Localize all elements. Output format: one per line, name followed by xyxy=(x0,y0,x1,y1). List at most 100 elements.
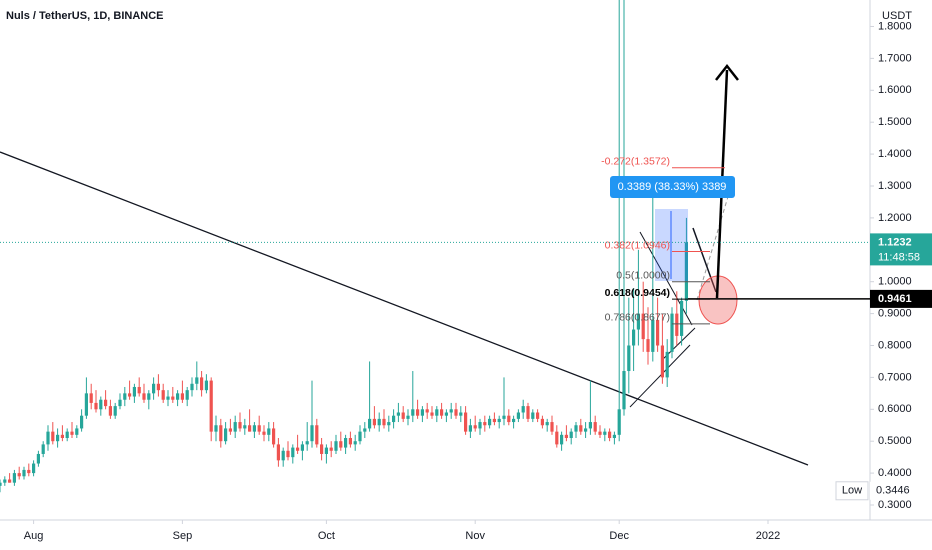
chart-title: Nuls / TetherUS, 1D, BINANCE xyxy=(6,10,164,22)
x-tick-label: Sep xyxy=(173,530,193,542)
candle-body xyxy=(276,444,280,461)
candle-body xyxy=(444,412,448,416)
candle-body xyxy=(243,425,247,429)
candle-body xyxy=(670,313,674,352)
candle-body xyxy=(372,418,376,426)
candle-body xyxy=(478,422,482,429)
y-tick-label: 1.6000 xyxy=(878,84,912,96)
x-tick-label: Aug xyxy=(24,530,44,542)
candle-body xyxy=(550,422,554,432)
candle-body xyxy=(540,418,544,426)
y-tick-label: 1.3000 xyxy=(878,180,912,192)
candle-body xyxy=(315,425,319,445)
candle-body xyxy=(473,425,477,429)
candle-body xyxy=(166,396,170,400)
x-tick-label: Dec xyxy=(609,530,629,542)
candle-body xyxy=(272,428,276,445)
candle-body xyxy=(161,390,165,400)
candle-body xyxy=(430,412,434,416)
candle-body xyxy=(185,390,189,400)
candle-body xyxy=(3,479,7,483)
candle-body xyxy=(521,406,525,413)
y-tick-label: 1.8000 xyxy=(878,20,912,32)
candle-body xyxy=(228,428,232,432)
fib-label: 0.5(1.0000) xyxy=(616,269,670,281)
candle-body xyxy=(281,450,285,461)
y-tick-label: 0.8000 xyxy=(878,339,912,351)
candle-body xyxy=(248,425,252,432)
candle-body xyxy=(584,428,588,432)
candle-body xyxy=(435,409,439,416)
candle-body xyxy=(334,441,338,451)
candle-body xyxy=(46,431,50,445)
candle-body xyxy=(339,441,343,448)
candle-body xyxy=(612,434,616,439)
candle-body xyxy=(12,473,16,483)
last-price-label: 1.1232 xyxy=(878,236,912,248)
candle-body xyxy=(262,431,266,435)
candle-body xyxy=(545,422,549,426)
candle-body xyxy=(632,329,636,346)
candle-body xyxy=(310,425,314,442)
candle-body xyxy=(75,428,79,435)
low-label: Low xyxy=(842,485,862,497)
candle-body xyxy=(411,409,415,416)
measure-label: 0.3389 (38.33%) 3389 xyxy=(618,181,727,193)
candle-body xyxy=(41,444,45,454)
candle-body xyxy=(118,399,122,407)
candle-body xyxy=(516,412,520,419)
candle-body xyxy=(608,431,612,439)
candle-body xyxy=(238,422,242,429)
candle-body xyxy=(526,406,530,419)
candle-body xyxy=(344,438,348,448)
candle-body xyxy=(0,482,2,486)
candle-body xyxy=(152,383,156,394)
candle-body xyxy=(200,377,204,391)
countdown: 11:48:58 xyxy=(878,251,920,263)
candle-body xyxy=(392,415,396,423)
candle-body xyxy=(483,422,487,426)
level-badge-label: 0.9461 xyxy=(878,293,912,305)
candle-body xyxy=(579,425,583,432)
candle-body xyxy=(507,415,511,423)
last-price-badge xyxy=(870,233,932,266)
candle-body xyxy=(622,371,626,410)
candle-body xyxy=(636,313,640,330)
candle-body xyxy=(113,406,117,416)
low-badge xyxy=(870,481,932,500)
candle-body xyxy=(22,469,26,477)
candle-body xyxy=(454,409,458,416)
candle-body xyxy=(80,415,84,429)
x-tick-label: Oct xyxy=(318,530,335,542)
candle-body xyxy=(368,418,372,429)
candle-body xyxy=(147,393,151,400)
y-tick-label: 1.5000 xyxy=(878,116,912,128)
candle-body xyxy=(564,434,568,439)
candle-body xyxy=(214,425,218,432)
candle-body xyxy=(406,415,410,419)
candle-body xyxy=(387,422,391,426)
triangle-line xyxy=(629,344,691,408)
candle-body xyxy=(603,431,607,435)
candle-body xyxy=(209,380,213,432)
candle-body xyxy=(512,418,516,423)
currency: USDT xyxy=(882,10,912,22)
candle-body xyxy=(171,396,175,400)
y-tick-label: 0.4000 xyxy=(878,467,912,479)
candle-body xyxy=(502,415,506,419)
candle-body xyxy=(329,447,333,451)
candle-body xyxy=(324,447,328,454)
drawings xyxy=(0,0,809,493)
candle-body xyxy=(464,412,468,432)
candle-body xyxy=(396,412,400,416)
candle-body xyxy=(123,393,127,400)
candle-body xyxy=(569,431,573,439)
candle-body xyxy=(363,428,367,432)
candle-body xyxy=(377,418,381,426)
candle-body xyxy=(137,386,141,394)
candle-body xyxy=(420,409,424,416)
y-tick-label: 0.3000 xyxy=(878,499,912,511)
candle-body xyxy=(555,431,559,445)
fib-label: 0.786(0.8677) xyxy=(605,312,670,324)
